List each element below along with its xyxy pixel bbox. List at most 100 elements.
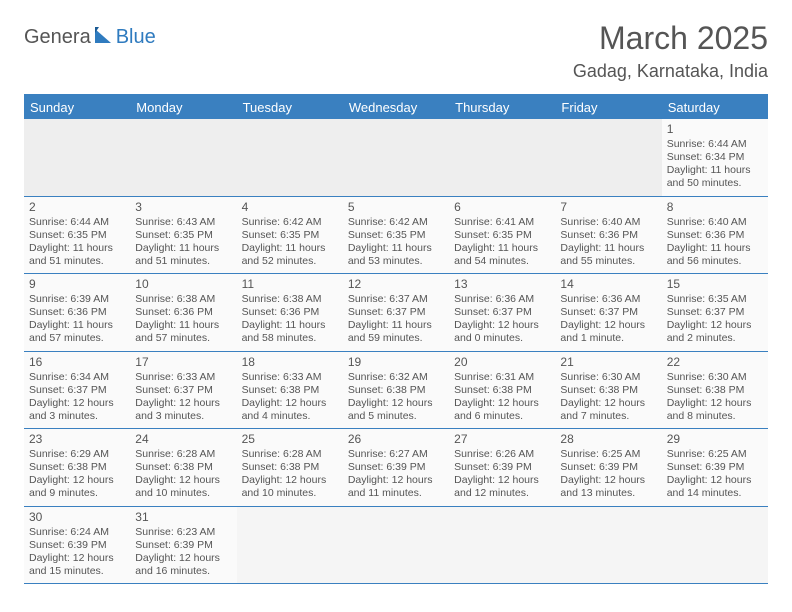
day-cell: 14Sunrise: 6:36 AMSunset: 6:37 PMDayligh… xyxy=(555,274,661,351)
sunset-text: Sunset: 6:39 PM xyxy=(667,461,763,474)
daylight-text: Daylight: 12 hours and 16 minutes. xyxy=(135,552,231,578)
day-cell: 1Sunrise: 6:44 AMSunset: 6:34 PMDaylight… xyxy=(662,119,768,196)
day-number: 5 xyxy=(348,200,444,215)
day-number: 25 xyxy=(242,432,338,447)
day-number: 10 xyxy=(135,277,231,292)
daylight-text: Daylight: 12 hours and 11 minutes. xyxy=(348,474,444,500)
daylight-text: Daylight: 12 hours and 8 minutes. xyxy=(667,397,763,423)
day-cell: 23Sunrise: 6:29 AMSunset: 6:38 PMDayligh… xyxy=(24,429,130,506)
sunrise-text: Sunrise: 6:28 AM xyxy=(242,448,338,461)
daylight-text: Daylight: 12 hours and 2 minutes. xyxy=(667,319,763,345)
day-cell: 25Sunrise: 6:28 AMSunset: 6:38 PMDayligh… xyxy=(237,429,343,506)
day-cell: 13Sunrise: 6:36 AMSunset: 6:37 PMDayligh… xyxy=(449,274,555,351)
logo-text-2: Blue xyxy=(116,26,156,49)
day-number: 28 xyxy=(560,432,656,447)
empty-cell xyxy=(343,507,449,584)
daylight-text: Daylight: 11 hours and 54 minutes. xyxy=(454,242,550,268)
week-row: 16Sunrise: 6:34 AMSunset: 6:37 PMDayligh… xyxy=(24,352,768,430)
sunset-text: Sunset: 6:34 PM xyxy=(667,151,763,164)
week-row: 30Sunrise: 6:24 AMSunset: 6:39 PMDayligh… xyxy=(24,507,768,585)
sunset-text: Sunset: 6:36 PM xyxy=(667,229,763,242)
sunrise-text: Sunrise: 6:42 AM xyxy=(242,216,338,229)
sunset-text: Sunset: 6:37 PM xyxy=(667,306,763,319)
day-cell: 18Sunrise: 6:33 AMSunset: 6:38 PMDayligh… xyxy=(237,352,343,429)
day-number: 14 xyxy=(560,277,656,292)
day-cell: 28Sunrise: 6:25 AMSunset: 6:39 PMDayligh… xyxy=(555,429,661,506)
sunset-text: Sunset: 6:35 PM xyxy=(454,229,550,242)
empty-cell xyxy=(343,119,449,196)
sunrise-text: Sunrise: 6:32 AM xyxy=(348,371,444,384)
day-cell: 2Sunrise: 6:44 AMSunset: 6:35 PMDaylight… xyxy=(24,197,130,274)
day-number: 20 xyxy=(454,355,550,370)
week-row: 23Sunrise: 6:29 AMSunset: 6:38 PMDayligh… xyxy=(24,429,768,507)
daylight-text: Daylight: 11 hours and 50 minutes. xyxy=(667,164,763,190)
sunset-text: Sunset: 6:36 PM xyxy=(560,229,656,242)
day-number: 27 xyxy=(454,432,550,447)
day-number: 16 xyxy=(29,355,125,370)
day-cell: 21Sunrise: 6:30 AMSunset: 6:38 PMDayligh… xyxy=(555,352,661,429)
sunrise-text: Sunrise: 6:23 AM xyxy=(135,526,231,539)
sunset-text: Sunset: 6:39 PM xyxy=(348,461,444,474)
sunset-text: Sunset: 6:35 PM xyxy=(135,229,231,242)
day-number: 18 xyxy=(242,355,338,370)
daylight-text: Daylight: 11 hours and 57 minutes. xyxy=(29,319,125,345)
week-row: 1Sunrise: 6:44 AMSunset: 6:34 PMDaylight… xyxy=(24,119,768,197)
location: Gadag, Karnataka, India xyxy=(573,61,768,82)
sunrise-text: Sunrise: 6:43 AM xyxy=(135,216,231,229)
empty-cell xyxy=(449,507,555,584)
sunset-text: Sunset: 6:39 PM xyxy=(135,539,231,552)
day-header: Monday xyxy=(130,96,236,119)
daylight-text: Daylight: 12 hours and 1 minute. xyxy=(560,319,656,345)
sunset-text: Sunset: 6:39 PM xyxy=(560,461,656,474)
sunset-text: Sunset: 6:36 PM xyxy=(242,306,338,319)
empty-cell xyxy=(449,119,555,196)
title-block: March 2025 Gadag, Karnataka, India xyxy=(573,20,768,82)
daylight-text: Daylight: 11 hours and 58 minutes. xyxy=(242,319,338,345)
sunset-text: Sunset: 6:35 PM xyxy=(348,229,444,242)
day-cell: 7Sunrise: 6:40 AMSunset: 6:36 PMDaylight… xyxy=(555,197,661,274)
day-number: 22 xyxy=(667,355,763,370)
sunset-text: Sunset: 6:36 PM xyxy=(135,306,231,319)
daylight-text: Daylight: 11 hours and 55 minutes. xyxy=(560,242,656,268)
sunrise-text: Sunrise: 6:39 AM xyxy=(29,293,125,306)
sunrise-text: Sunrise: 6:40 AM xyxy=(560,216,656,229)
sunrise-text: Sunrise: 6:36 AM xyxy=(454,293,550,306)
day-cell: 29Sunrise: 6:25 AMSunset: 6:39 PMDayligh… xyxy=(662,429,768,506)
daylight-text: Daylight: 11 hours and 59 minutes. xyxy=(348,319,444,345)
day-header: Saturday xyxy=(662,96,768,119)
day-cell: 4Sunrise: 6:42 AMSunset: 6:35 PMDaylight… xyxy=(237,197,343,274)
sunset-text: Sunset: 6:37 PM xyxy=(560,306,656,319)
daylight-text: Daylight: 11 hours and 51 minutes. xyxy=(29,242,125,268)
day-number: 19 xyxy=(348,355,444,370)
day-cell: 15Sunrise: 6:35 AMSunset: 6:37 PMDayligh… xyxy=(662,274,768,351)
header: Genera Blue March 2025 Gadag, Karnataka,… xyxy=(24,20,768,82)
day-number: 12 xyxy=(348,277,444,292)
day-number: 30 xyxy=(29,510,125,525)
week-row: 9Sunrise: 6:39 AMSunset: 6:36 PMDaylight… xyxy=(24,274,768,352)
sunset-text: Sunset: 6:37 PM xyxy=(454,306,550,319)
daylight-text: Daylight: 12 hours and 6 minutes. xyxy=(454,397,550,423)
daylight-text: Daylight: 12 hours and 10 minutes. xyxy=(242,474,338,500)
sunset-text: Sunset: 6:38 PM xyxy=(135,461,231,474)
day-cell: 20Sunrise: 6:31 AMSunset: 6:38 PMDayligh… xyxy=(449,352,555,429)
sunset-text: Sunset: 6:37 PM xyxy=(29,384,125,397)
calendar: SundayMondayTuesdayWednesdayThursdayFrid… xyxy=(24,94,768,584)
sunrise-text: Sunrise: 6:29 AM xyxy=(29,448,125,461)
daylight-text: Daylight: 12 hours and 15 minutes. xyxy=(29,552,125,578)
day-number: 7 xyxy=(560,200,656,215)
sunset-text: Sunset: 6:38 PM xyxy=(560,384,656,397)
daylight-text: Daylight: 12 hours and 0 minutes. xyxy=(454,319,550,345)
sunrise-text: Sunrise: 6:42 AM xyxy=(348,216,444,229)
sunset-text: Sunset: 6:38 PM xyxy=(29,461,125,474)
sunrise-text: Sunrise: 6:33 AM xyxy=(242,371,338,384)
day-number: 21 xyxy=(560,355,656,370)
day-number: 3 xyxy=(135,200,231,215)
day-header: Sunday xyxy=(24,96,130,119)
day-header: Wednesday xyxy=(343,96,449,119)
day-number: 11 xyxy=(242,277,338,292)
sunrise-text: Sunrise: 6:44 AM xyxy=(29,216,125,229)
daylight-text: Daylight: 11 hours and 52 minutes. xyxy=(242,242,338,268)
sunrise-text: Sunrise: 6:35 AM xyxy=(667,293,763,306)
day-cell: 10Sunrise: 6:38 AMSunset: 6:36 PMDayligh… xyxy=(130,274,236,351)
sunrise-text: Sunrise: 6:31 AM xyxy=(454,371,550,384)
